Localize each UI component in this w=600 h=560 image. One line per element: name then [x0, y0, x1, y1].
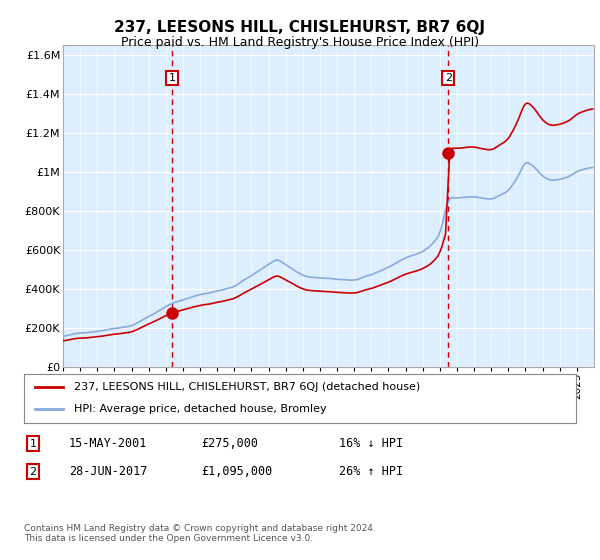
- Text: HPI: Average price, detached house, Bromley: HPI: Average price, detached house, Brom…: [74, 404, 326, 414]
- Text: 2: 2: [29, 466, 37, 477]
- Text: Price paid vs. HM Land Registry's House Price Index (HPI): Price paid vs. HM Land Registry's House …: [121, 36, 479, 49]
- Text: 26% ↑ HPI: 26% ↑ HPI: [339, 465, 403, 478]
- Text: 1: 1: [29, 438, 37, 449]
- Text: £275,000: £275,000: [201, 437, 258, 450]
- Text: 237, LEESONS HILL, CHISLEHURST, BR7 6QJ (detached house): 237, LEESONS HILL, CHISLEHURST, BR7 6QJ …: [74, 382, 420, 393]
- Text: 1: 1: [169, 73, 176, 83]
- Text: 15-MAY-2001: 15-MAY-2001: [69, 437, 148, 450]
- Text: £1,095,000: £1,095,000: [201, 465, 272, 478]
- Text: Contains HM Land Registry data © Crown copyright and database right 2024.
This d: Contains HM Land Registry data © Crown c…: [24, 524, 376, 543]
- Text: 2: 2: [445, 73, 452, 83]
- Text: 237, LEESONS HILL, CHISLEHURST, BR7 6QJ: 237, LEESONS HILL, CHISLEHURST, BR7 6QJ: [115, 20, 485, 35]
- Text: 28-JUN-2017: 28-JUN-2017: [69, 465, 148, 478]
- Text: 16% ↓ HPI: 16% ↓ HPI: [339, 437, 403, 450]
